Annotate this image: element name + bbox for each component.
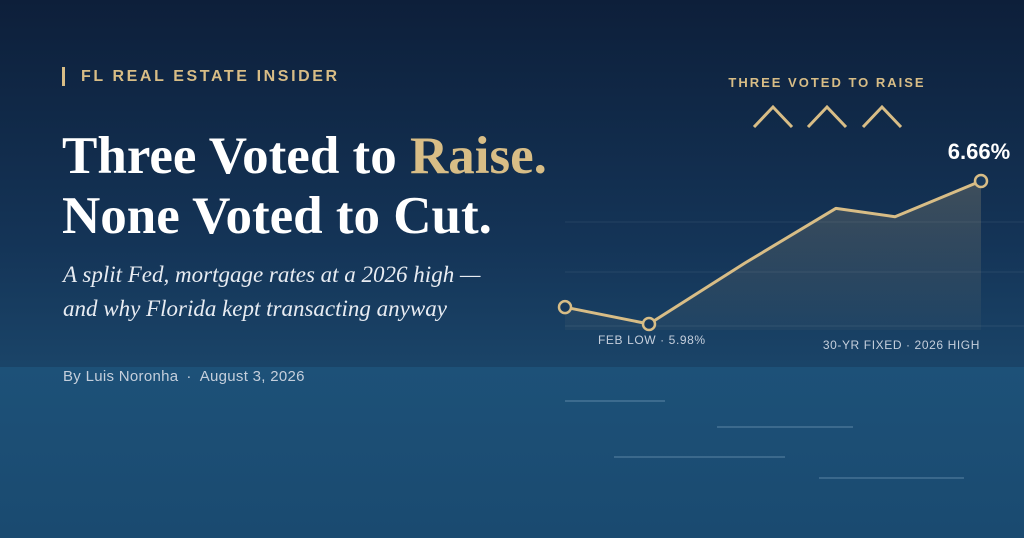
annotation: THREE VOTED TO RAISE xyxy=(728,75,925,90)
chevrons xyxy=(752,104,903,129)
background-band xyxy=(0,367,1024,538)
headline-part: Three Voted to xyxy=(62,127,397,185)
point-marker xyxy=(557,299,573,315)
plot: 6.66% xyxy=(557,139,1010,332)
annotation: 30-YR FIXED · 2026 HIGH xyxy=(823,338,980,352)
headline-part: None Voted to Cut. xyxy=(62,187,492,245)
kicker: FL REAL ESTATE INSIDER xyxy=(62,67,340,86)
point-marker xyxy=(973,173,989,189)
annotation: FEB LOW · 5.98% xyxy=(598,333,706,347)
subtitle: A split Fed, mortgage rates at a 2026 hi… xyxy=(63,258,480,326)
subtitle-line: A split Fed, mortgage rates at a 2026 hi… xyxy=(63,262,481,287)
subtitle-line: and why Florida kept transacting anyway xyxy=(63,296,447,321)
byline: By Luis Noronha · August 3, 2026 xyxy=(63,368,305,385)
water-lines xyxy=(565,400,964,479)
value-label: 6.66% xyxy=(948,139,1010,164)
headline: Three Voted to Raise. None Voted to Cut. xyxy=(62,126,547,246)
author: By Luis Noronha xyxy=(63,368,179,385)
separator: · xyxy=(186,368,192,385)
point-marker xyxy=(641,316,657,332)
date: August 3, 2026 xyxy=(199,368,305,385)
line xyxy=(564,179,982,326)
headline-highlight: Raise. xyxy=(409,127,547,185)
area xyxy=(565,181,981,330)
